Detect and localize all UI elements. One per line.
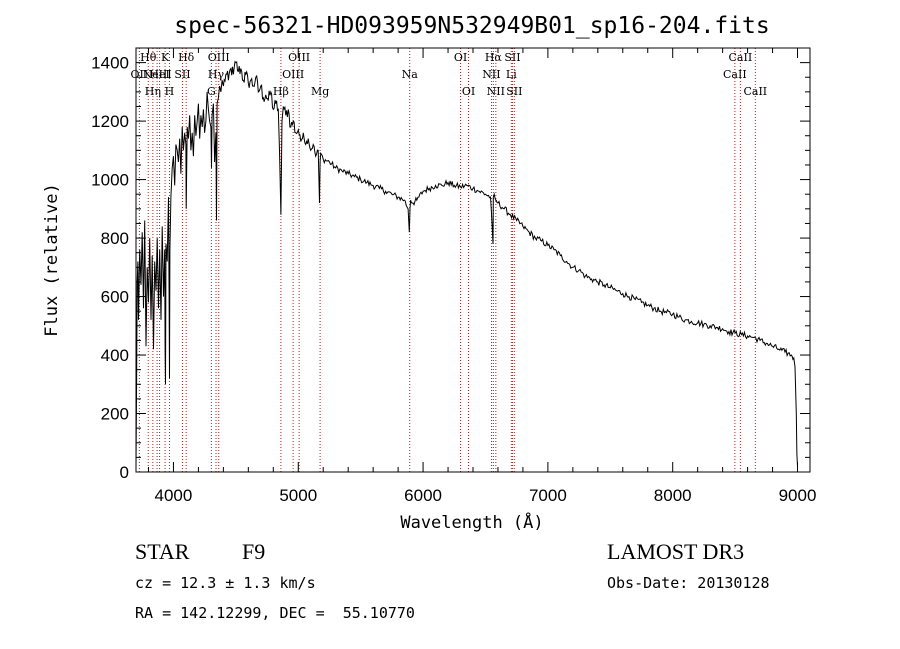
- object-subclass: F9: [242, 539, 266, 564]
- line-label: OII: [131, 68, 149, 81]
- y-tick-label: 1400: [91, 54, 129, 73]
- line-label: NII: [487, 85, 505, 98]
- x-tick-label: 7000: [529, 486, 567, 505]
- coordinates-text: RA = 142.12299, DEC = 55.10770: [135, 604, 415, 622]
- line-label: OIII: [288, 51, 310, 64]
- observation-date: Obs-Date: 20130128: [607, 574, 770, 592]
- line-label: SII: [506, 85, 522, 98]
- line-label: HeI: [149, 68, 169, 81]
- y-tick-label: 600: [101, 288, 129, 307]
- line-label: SII: [504, 51, 520, 64]
- line-label: H: [165, 85, 175, 98]
- x-tick-label: 6000: [404, 486, 442, 505]
- x-axis-label: Wavelength (Å): [400, 511, 543, 533]
- line-label: K: [161, 51, 170, 64]
- y-axis-ticks: 0 200 400 600 800 1000 1200 1400: [91, 54, 810, 482]
- line-label: SII: [174, 68, 190, 81]
- line-label: Hθ: [140, 51, 157, 64]
- spectrum-line: [135, 60, 798, 467]
- y-tick-label: 200: [101, 405, 129, 424]
- line-label: Na: [402, 68, 419, 81]
- x-tick-label: 4000: [155, 486, 193, 505]
- x-axis-ticks: 4000 5000 6000 7000 8000 9000: [147, 48, 817, 505]
- y-tick-label: 800: [101, 229, 129, 248]
- line-label: Hβ: [273, 85, 289, 98]
- object-class: STAR: [135, 539, 190, 564]
- line-label: Hα: [485, 51, 503, 64]
- survey-name: LAMOST DR3: [607, 539, 745, 564]
- line-label: CaII: [723, 68, 747, 81]
- x-tick-label: 9000: [779, 486, 817, 505]
- y-tick-label: 1000: [91, 171, 129, 190]
- line-label: Mg: [311, 85, 329, 98]
- y-axis-label: Flux (relative): [42, 183, 62, 337]
- line-markers: [138, 48, 756, 472]
- line-label: NeIII: [143, 68, 172, 81]
- line-label: OIII: [208, 51, 230, 64]
- plot-frame: [135, 47, 811, 473]
- line-label: G: [207, 85, 216, 98]
- line-label: Hδ: [178, 51, 195, 64]
- line-label: Li: [506, 68, 517, 81]
- line-label: OI: [462, 85, 475, 98]
- line-label: Hη: [145, 85, 161, 98]
- line-label: Hγ: [208, 68, 225, 81]
- y-tick-label: 400: [101, 346, 129, 365]
- x-tick-label: 8000: [654, 486, 692, 505]
- chart-title: spec-56321-HD093959N532949B01_sp16-204.f…: [174, 13, 769, 39]
- line-label: OIII: [282, 68, 304, 81]
- redshift-text: cz = 12.3 ± 1.3 km/s: [135, 574, 316, 592]
- y-tick-label: 0: [120, 463, 129, 482]
- line-label: CaII: [743, 85, 767, 98]
- line-label: OI: [454, 51, 467, 64]
- line-label: CaII: [729, 51, 753, 64]
- line-label: NII: [482, 68, 500, 81]
- x-tick-label: 5000: [279, 486, 317, 505]
- y-tick-label: 1200: [91, 112, 129, 131]
